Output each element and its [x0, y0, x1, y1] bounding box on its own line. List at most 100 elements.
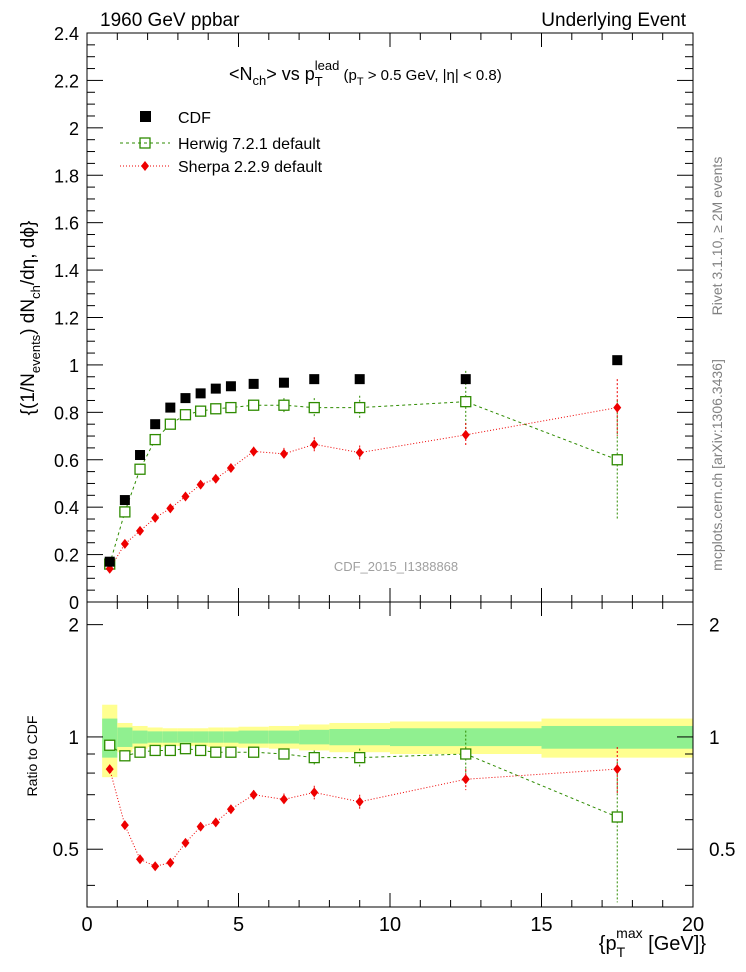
main-y-tick-label: 2 — [69, 119, 79, 139]
cdf-point — [119, 495, 130, 506]
x-tick-label: 5 — [233, 914, 244, 936]
main-y-tick-label: 1.6 — [54, 214, 79, 234]
mcplots-label: mcplots.cern.ch [arXiv:1306.3436] — [709, 359, 725, 571]
cdf-point — [248, 378, 259, 389]
ratio-y-tick-label-right: 0.5 — [709, 840, 735, 861]
herwig-point — [194, 744, 207, 757]
main-y-tick-label: 1.4 — [54, 261, 79, 281]
x-tick-label: 15 — [530, 914, 552, 936]
herwig-point — [460, 748, 472, 760]
band-inner-bin — [162, 731, 178, 743]
herwig-point — [164, 418, 176, 430]
sherpa-point — [181, 837, 190, 848]
ratio-y-tick-label-right: 1 — [709, 728, 720, 749]
herwig-point — [611, 811, 623, 823]
sherpa-point — [279, 448, 288, 459]
ratio-plot-frame — [86, 601, 694, 908]
header-right: Underlying Event — [541, 10, 686, 31]
legend-label-cdf: CDF — [178, 110, 211, 127]
sherpa-point — [120, 820, 129, 831]
tick-labels: 0 0.2 0.4 0.6 0.8 1 1.2 1.4 1.6 1.8 2 2.2 2.4 0 5 10 15 2… — [53, 24, 736, 936]
band-inner-bin — [132, 730, 148, 744]
sherpa-point — [226, 804, 235, 815]
ratio-uncertainty-band — [102, 704, 693, 778]
ratio-y-tick-label-right: 2 — [709, 616, 720, 637]
legend-label-sherpa: Sherpa 2.2.9 default — [178, 159, 323, 176]
cdf-point — [309, 374, 320, 385]
legend-marker-sherpa — [141, 161, 149, 171]
herwig-point — [278, 748, 290, 760]
sherpa-line — [109, 768, 618, 867]
x-tick-label: 20 — [682, 914, 704, 936]
sherpa-point — [151, 512, 160, 523]
herwig-point — [225, 746, 237, 758]
band-inner-bin — [329, 729, 390, 746]
main-y-axis-label: {(1/Nevents) dNch/dη, dϕ} — [18, 221, 43, 416]
band-inner-bin — [102, 718, 118, 758]
sherpa-point — [613, 764, 622, 775]
herwig-point — [225, 401, 237, 414]
main-y-tick-label: 1.2 — [54, 309, 79, 329]
main-y-tick-label: 2.2 — [54, 71, 79, 91]
band-inner-bin — [390, 728, 542, 747]
ratio-y-axis-label: Ratio to CDF — [24, 716, 40, 797]
sherpa-point — [355, 447, 364, 458]
cdf-point — [225, 381, 236, 392]
ratio-y-tick-label: 2 — [68, 616, 79, 637]
herwig-point — [119, 750, 131, 762]
sherpa-point — [249, 446, 258, 457]
legend-marker-herwig — [139, 137, 151, 149]
main-y-tick-label: 1 — [69, 356, 79, 376]
legend-label-herwig: Herwig 7.2.1 default — [178, 136, 321, 153]
cdf-point — [135, 450, 146, 461]
x-tick-label: 0 — [81, 914, 92, 936]
herwig-point — [308, 401, 320, 414]
cdf-point — [210, 383, 221, 394]
band-inner-bin — [208, 731, 224, 743]
rivet-label: Rivet 3.1.10, ≥ 2M events — [709, 157, 725, 316]
sherpa-point — [310, 439, 319, 450]
x-tick-label: 10 — [379, 914, 401, 936]
main-y-tick-label: 0.4 — [54, 498, 79, 518]
sherpa-point — [136, 525, 145, 536]
x-axis-label: {pTmax [GeV]} — [599, 925, 707, 960]
tick-marks — [86, 32, 694, 907]
legend-marker-cdf — [140, 111, 151, 122]
band-inner-bin — [147, 731, 163, 743]
sherpa-point — [211, 817, 220, 828]
herwig-point — [149, 433, 161, 446]
sherpa-point — [151, 861, 160, 872]
band-inner-bin — [177, 731, 194, 743]
sherpa-point — [166, 503, 175, 514]
sherpa-line — [109, 407, 618, 570]
band-inner-bin — [117, 727, 133, 747]
herwig-point — [104, 739, 116, 751]
cdf-point — [278, 377, 289, 388]
cdf-point — [354, 374, 365, 385]
plot-title: <Nch> vs pTlead (pT > 0.5 GeV, |η| < 0.8… — [229, 58, 502, 89]
main-y-tick-label: 0.2 — [54, 546, 79, 566]
herwig-point — [354, 751, 366, 764]
ratio-y-tick-label: 0.5 — [53, 840, 79, 861]
main-y-tick-label: 0.6 — [54, 451, 79, 471]
band-inner-bin — [223, 731, 239, 743]
band-inner-bin — [193, 731, 209, 743]
main-y-tick-label: 2.4 — [54, 24, 79, 44]
sherpa-point — [181, 491, 190, 502]
herwig-point — [247, 399, 260, 411]
herwig-point — [210, 746, 222, 758]
sherpa-point — [196, 479, 205, 490]
herwig-line — [109, 401, 618, 565]
herwig-point — [134, 746, 146, 758]
sherpa-point — [355, 796, 364, 807]
herwig-point — [164, 744, 176, 757]
herwig-point — [179, 743, 192, 755]
sherpa-point — [279, 794, 288, 805]
sherpa-point — [461, 774, 470, 785]
sherpa-point — [105, 764, 114, 775]
sherpa-point — [226, 463, 235, 474]
main-y-tick-label: 0.8 — [54, 403, 79, 423]
herwig-point — [278, 399, 290, 411]
main-panel-series — [104, 355, 623, 574]
main-y-tick-label: 1.8 — [54, 166, 79, 186]
